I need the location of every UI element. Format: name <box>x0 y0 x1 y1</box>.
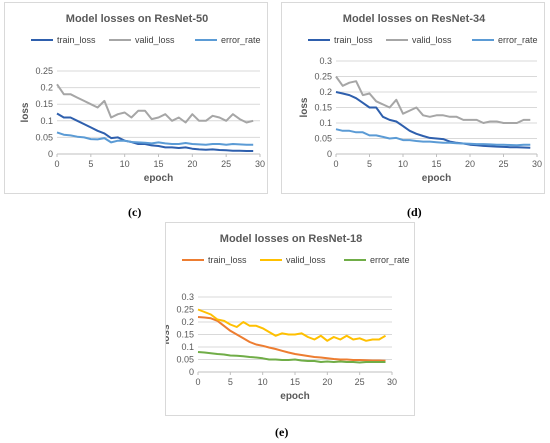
y-tick-label: 0 <box>327 149 332 159</box>
y-tick-label: 0.15 <box>35 99 53 109</box>
caption-e: (e) <box>275 425 289 439</box>
chart-resnet34: Model losses on ResNet-34 train_loss valid… <box>299 13 542 184</box>
y-tick-label: 0.2 <box>40 83 53 93</box>
x-tick-label: 30 <box>532 159 542 169</box>
series-line-error-rate <box>56 131 254 146</box>
chart-title: Model losses on ResNet-34 <box>343 13 486 25</box>
y-tick-label: 0.2 <box>319 87 332 97</box>
x-tick-label: 10 <box>258 377 268 387</box>
x-tick-label: 20 <box>322 377 332 387</box>
series-line-train-loss <box>197 316 386 362</box>
y-tick-label: 0.1 <box>319 118 332 128</box>
y-tick-label: 0.05 <box>314 134 332 144</box>
x-axis-label: epoch <box>144 173 173 184</box>
x-tick-label: 0 <box>54 159 59 169</box>
x-tick-label: 5 <box>88 159 93 169</box>
series-line-error-rate <box>335 128 531 147</box>
x-tick-label: 0 <box>195 377 200 387</box>
x-tick-label: 30 <box>255 159 265 169</box>
chart-panel-resnet50: Model losses on ResNet-50 train_loss valid… <box>4 2 268 194</box>
legend-label: valid_loss <box>286 255 326 265</box>
legend-label: valid_loss <box>135 35 175 45</box>
series-line-error-rate <box>197 351 386 364</box>
x-tick-label: 20 <box>187 159 197 169</box>
y-axis-label: loss <box>166 324 172 344</box>
legend-label: train_loss <box>57 35 96 45</box>
y-tick-label: 0.25 <box>314 72 332 82</box>
y-axis-label: loss <box>20 102 31 122</box>
caption-d: (d) <box>407 205 422 219</box>
y-tick-label: 0.15 <box>314 103 332 113</box>
y-tick-label: 0.3 <box>181 292 194 302</box>
chart-title: Model losses on ResNet-18 <box>220 233 362 245</box>
series-line-valid-loss <box>335 75 531 124</box>
x-tick-label: 5 <box>228 377 233 387</box>
x-tick-label: 10 <box>120 159 130 169</box>
y-tick-label: 0.2 <box>181 317 194 327</box>
y-tick-label: 0.15 <box>176 330 194 340</box>
y-tick-label: 0.25 <box>35 66 53 76</box>
series-line-valid-loss <box>56 83 254 124</box>
legend-label: valid_loss <box>412 35 452 45</box>
legend-label: error_rate <box>221 35 261 45</box>
x-tick-label: 10 <box>398 159 408 169</box>
x-axis-label: epoch <box>280 391 309 402</box>
chart-panel-resnet18: Model losses on ResNet-18 train_loss valid… <box>165 222 415 416</box>
chart-title: Model losses on ResNet-50 <box>66 13 208 25</box>
y-tick-label: 0.25 <box>176 305 194 315</box>
series-line-valid-loss <box>197 308 387 342</box>
caption-c: (c) <box>128 205 142 219</box>
legend-label: error_rate <box>370 255 410 265</box>
chart-resnet18: Model losses on ResNet-18 train_loss valid… <box>166 233 410 402</box>
x-tick-label: 0 <box>333 159 338 169</box>
x-tick-label: 15 <box>153 159 163 169</box>
x-tick-label: 25 <box>355 377 365 387</box>
x-tick-label: 15 <box>431 159 441 169</box>
y-tick-label: 0.05 <box>176 355 194 365</box>
x-tick-label: 30 <box>387 377 397 387</box>
x-tick-label: 5 <box>367 159 372 169</box>
chart-resnet50: Model losses on ResNet-50 train_loss valid… <box>20 13 265 184</box>
legend-label: error_rate <box>498 35 538 45</box>
series-line-train-loss <box>335 91 531 149</box>
legend-label: train_loss <box>208 255 247 265</box>
y-axis-label: loss <box>299 97 310 117</box>
legend-label: train_loss <box>334 35 373 45</box>
y-tick-label: 0.05 <box>35 132 53 142</box>
x-axis-label: epoch <box>422 173 451 184</box>
x-tick-label: 15 <box>290 377 300 387</box>
x-tick-label: 20 <box>465 159 475 169</box>
series-line-train-loss <box>56 112 254 152</box>
y-tick-label: 0.3 <box>319 56 332 66</box>
x-tick-label: 25 <box>498 159 508 169</box>
y-tick-label: 0.1 <box>181 342 194 352</box>
y-tick-label: 0.1 <box>40 116 53 126</box>
y-tick-label: 0 <box>189 367 194 377</box>
y-tick-label: 0 <box>48 149 53 159</box>
chart-panel-resnet34: Model losses on ResNet-34 train_loss valid… <box>281 2 545 194</box>
x-tick-label: 25 <box>221 159 231 169</box>
